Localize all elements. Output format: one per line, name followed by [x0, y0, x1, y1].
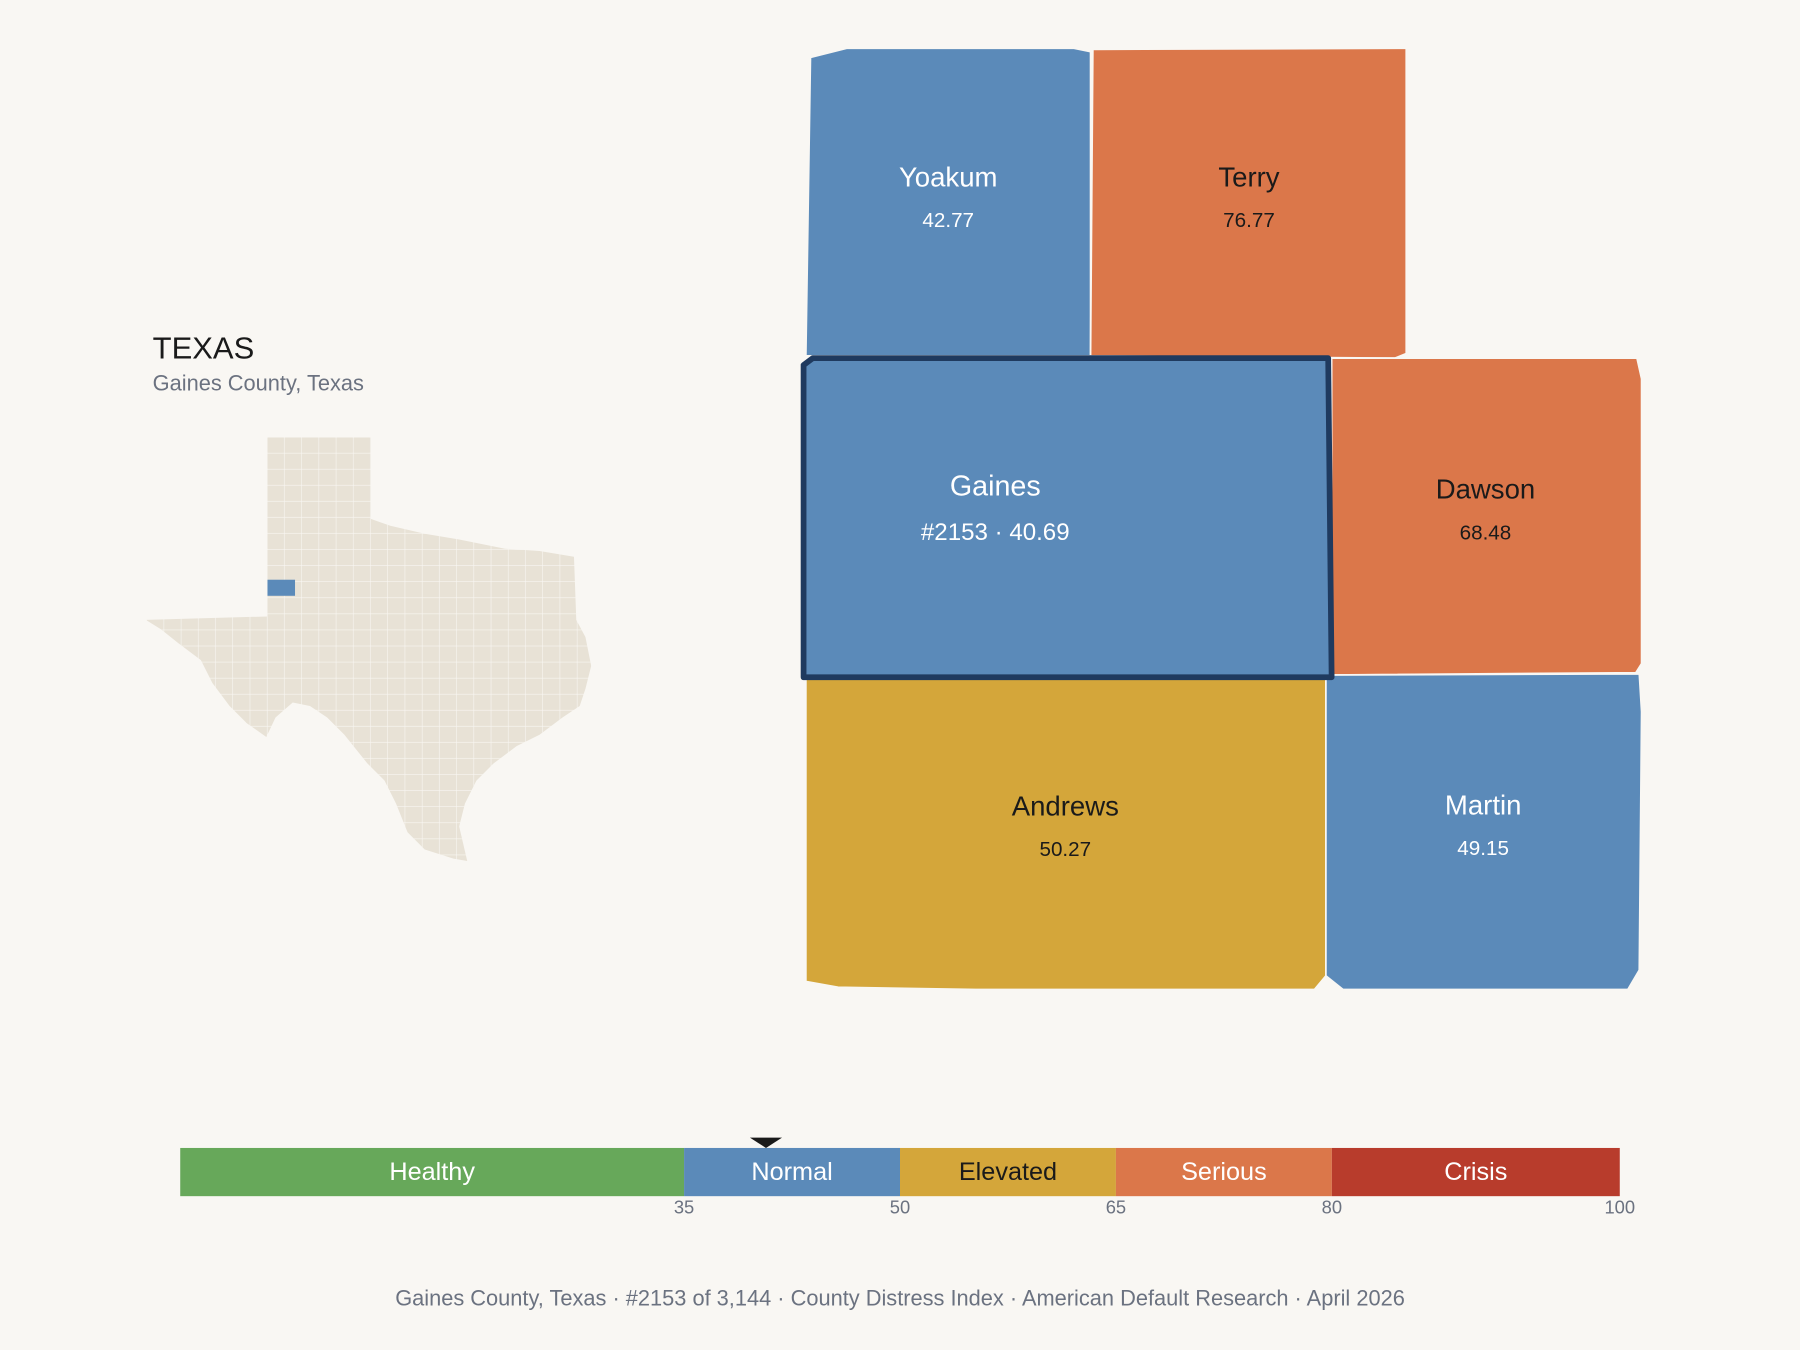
county-value: #2153 · 40.69	[921, 519, 1070, 546]
minimap-highlight	[267, 579, 296, 596]
state-subtitle: Gaines County, Texas	[153, 370, 364, 395]
scale-band-label: Healthy	[389, 1158, 475, 1186]
scale-band-label: Normal	[751, 1158, 832, 1186]
state-title: TEXAS	[153, 330, 255, 365]
county-name: Martin	[1445, 789, 1522, 820]
county-name: Andrews	[1012, 790, 1119, 821]
county[interactable]	[1325, 672, 1643, 991]
footer: Gaines County, Texas · #2153 of 3,144 · …	[395, 1285, 1405, 1310]
county-value: 42.77	[922, 209, 974, 232]
scale-tick-label: 100	[1604, 1197, 1635, 1218]
county-name: Dawson	[1436, 474, 1536, 505]
scale-band	[180, 1147, 685, 1197]
scale-band-label: Crisis	[1444, 1158, 1507, 1186]
county[interactable]	[800, 355, 1335, 681]
scale-band	[1331, 1147, 1620, 1197]
county-value: 49.15	[1457, 837, 1509, 860]
county[interactable]	[804, 47, 1092, 357]
county-name: Gaines	[950, 470, 1041, 502]
scale-band	[684, 1147, 900, 1197]
scale-band	[900, 1147, 1116, 1197]
county[interactable]	[805, 676, 1327, 991]
scale-band-label: Serious	[1181, 1158, 1267, 1186]
county[interactable]	[1089, 47, 1408, 360]
scale-band	[1115, 1147, 1332, 1197]
scale-band-label: Elevated	[959, 1158, 1057, 1186]
county-value: 76.77	[1223, 209, 1275, 232]
county-name: Yoakum	[899, 161, 998, 192]
county-value: 68.48	[1460, 521, 1512, 544]
scale-tick-label: 35	[674, 1197, 694, 1218]
county-name: Terry	[1218, 161, 1279, 192]
county[interactable]	[1330, 357, 1643, 676]
scale-marker	[749, 1137, 783, 1148]
scale-tick-label: 65	[1106, 1197, 1126, 1218]
scale-tick-label: 50	[890, 1197, 910, 1218]
county-value: 50.27	[1039, 838, 1091, 861]
scale-tick-label: 80	[1322, 1197, 1342, 1218]
